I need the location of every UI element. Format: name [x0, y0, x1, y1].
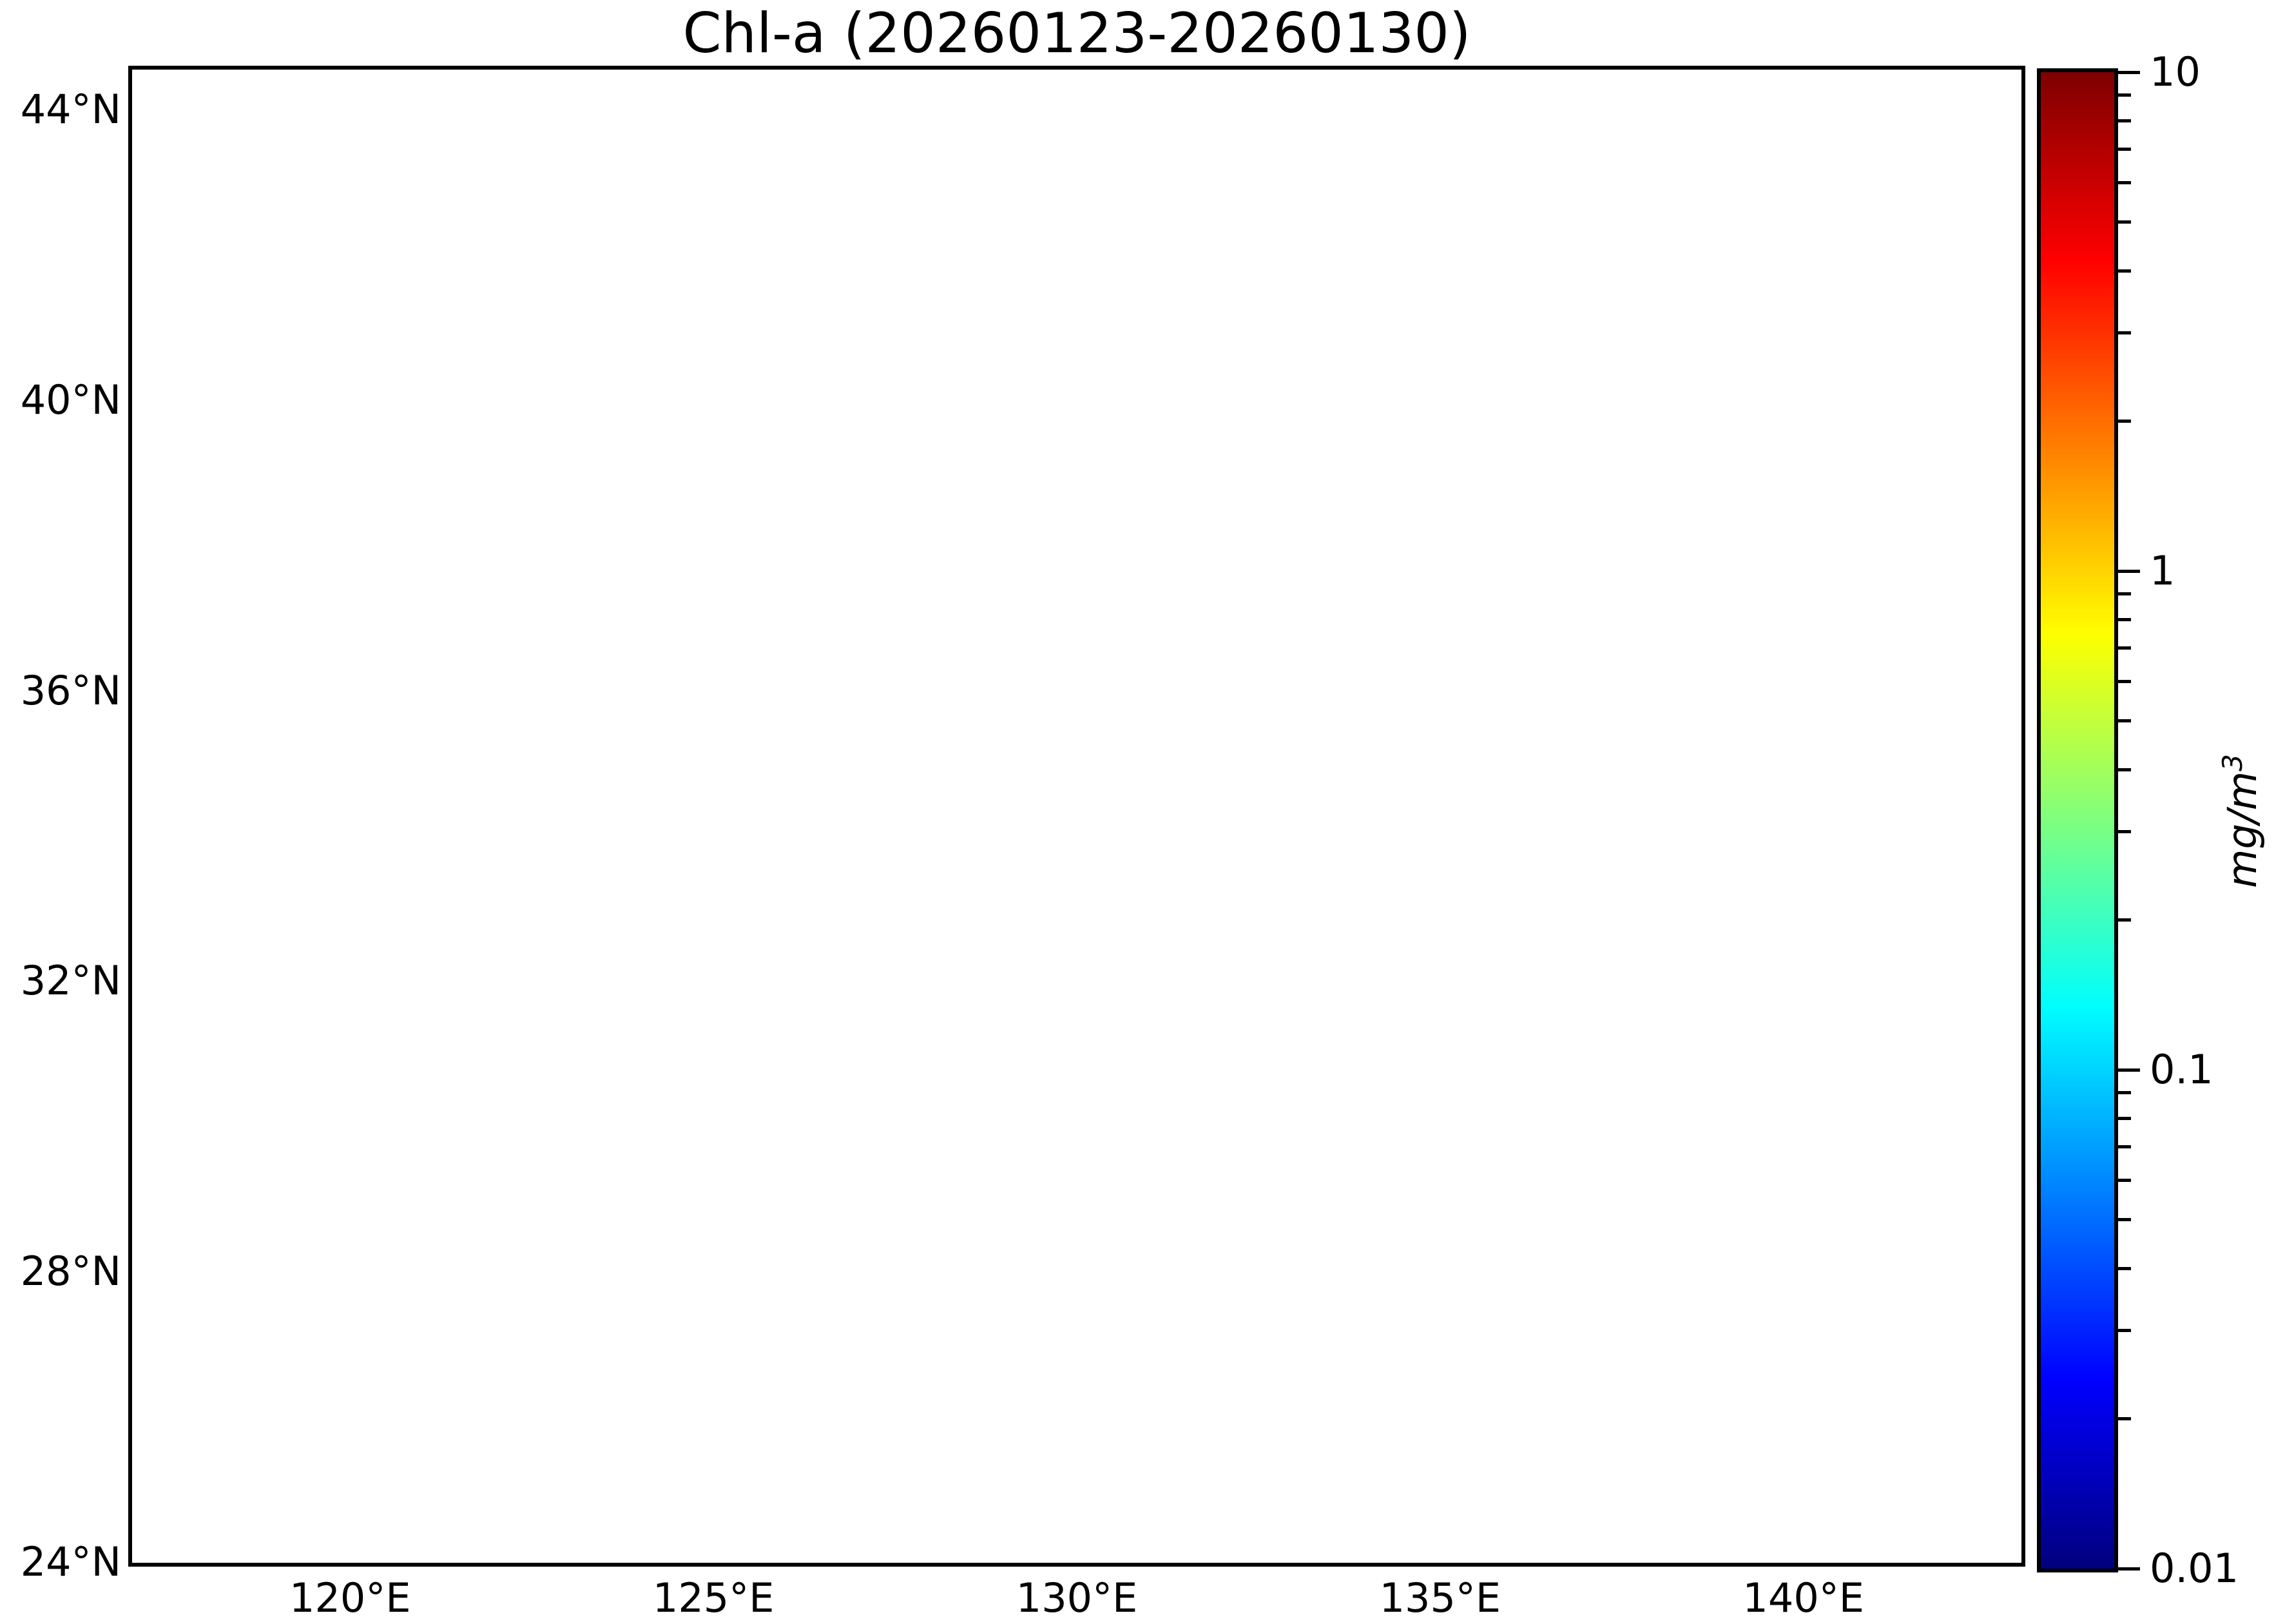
colorbar-minor-tick	[2118, 719, 2131, 723]
colorbar-minor-tick	[2118, 680, 2131, 684]
colorbar-tick-label: 0.1	[2150, 1046, 2213, 1093]
lat-tick-label: 40°N	[20, 376, 121, 423]
colorbar-tick-label: 10	[2150, 48, 2201, 95]
lat-tick-label: 36°N	[20, 666, 121, 714]
colorbar-minor-tick	[2118, 592, 2131, 595]
colorbar-major-tick	[2118, 1567, 2140, 1571]
colorbar-minor-tick	[2118, 1116, 2131, 1120]
unit-exponent: 3	[2217, 754, 2249, 771]
colorbar-minor-tick	[2118, 93, 2131, 97]
colorbar-minor-tick	[2118, 1266, 2131, 1270]
lat-tick-label: 24°N	[20, 1538, 121, 1585]
colorbar-minor-tick	[2118, 1416, 2131, 1420]
colorbar-minor-tick	[2118, 269, 2131, 273]
colorbar-minor-tick	[2118, 181, 2131, 185]
colorbar-major-tick	[2118, 70, 2140, 74]
colorbar-tick-label: 1	[2150, 547, 2175, 594]
colorbar-minor-tick	[2118, 1145, 2131, 1149]
colorbar-gradient	[2041, 72, 2114, 1569]
page-title: Chl-a (20260123-20260130)	[682, 1, 1471, 66]
colorbar-minor-tick	[2118, 331, 2131, 335]
lon-tick-label: 120°E	[289, 1574, 411, 1621]
colorbar-minor-tick	[2118, 768, 2131, 771]
lon-tick-label: 140°E	[1742, 1574, 1864, 1621]
colorbar-minor-tick	[2118, 646, 2131, 650]
colorbar-minor-tick	[2118, 918, 2131, 922]
colorbar-major-tick	[2118, 569, 2140, 573]
colorbar-minor-tick	[2118, 419, 2131, 423]
map-axes-frame	[128, 66, 2025, 1567]
colorbar-minor-tick	[2118, 119, 2131, 122]
colorbar-minor-tick	[2118, 617, 2131, 621]
lon-tick-label: 135°E	[1379, 1574, 1501, 1621]
colorbar-frame	[2037, 68, 2118, 1572]
lat-tick-label: 44°N	[20, 85, 121, 133]
lon-tick-label: 125°E	[652, 1574, 775, 1621]
colorbar-unit-label: mg/m3	[2217, 754, 2266, 888]
colorbar-minor-tick	[2118, 1218, 2131, 1222]
colorbar-minor-tick	[2118, 1179, 2131, 1183]
colorbar-minor-tick	[2118, 148, 2131, 151]
lat-tick-label: 32°N	[20, 957, 121, 1005]
colorbar-tick-label: 0.01	[2150, 1545, 2239, 1592]
lon-tick-label: 130°E	[1016, 1574, 1138, 1621]
unit-main: mg/m	[2218, 771, 2266, 888]
colorbar-minor-tick	[2118, 1329, 2131, 1333]
lat-tick-label: 28°N	[20, 1248, 121, 1295]
colorbar-major-tick	[2118, 1068, 2140, 1072]
colorbar-minor-tick	[2118, 220, 2131, 224]
colorbar-minor-tick	[2118, 1090, 2131, 1094]
colorbar-minor-tick	[2118, 830, 2131, 834]
